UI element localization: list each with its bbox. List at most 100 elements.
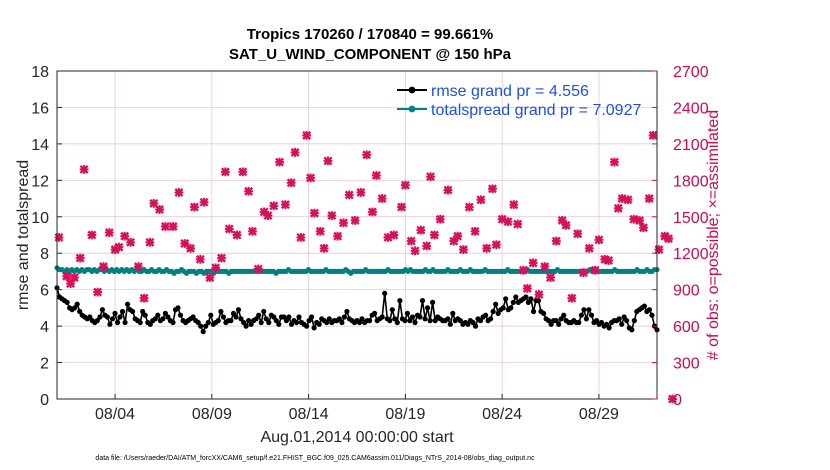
obs-assimilated-marker [470,226,480,236]
rmse-point [208,312,214,318]
rmse-point [359,316,365,322]
rmse-point [246,318,252,324]
rmse-point [407,318,413,324]
rmse-point [619,321,625,327]
obs-assimilated-marker [145,237,155,247]
obs-assimilated-marker [435,214,445,224]
obs-assimilated-marker [253,264,263,274]
rmse-point [581,307,587,313]
rmse-point [402,318,408,324]
rmse-point [74,301,80,307]
rmse-point [117,314,123,320]
obs-assimilated-marker [280,200,290,210]
x-axis: 08/04 08/09 08/14 08/19 08/24 08/29 [95,394,619,423]
rmse-point [109,316,116,322]
rmse-point [541,310,547,316]
obs-assimilated-marker [443,185,453,195]
rmse-point [457,318,463,324]
rmse-point [404,310,410,316]
obs-assimilated-marker [344,190,354,200]
rmse-point [578,312,585,318]
obs-assimilated-marker [139,293,149,303]
obs-assimilated-marker [579,268,588,278]
rmse-point [641,303,648,309]
rmse-point [417,314,423,320]
obs-assimilated-marker [459,245,468,255]
rmse-point [263,316,269,322]
rmse-point [170,319,176,326]
rmse-point [175,305,181,311]
obs-assimilated-marker [464,202,474,212]
obs-assimilated-marker [604,256,614,265]
rmse-point [530,308,537,315]
x-tick-label: 08/29 [579,406,619,423]
right-tick-label: 2400 [673,100,709,117]
left-tick-label: 12 [31,173,49,190]
rmse-point [72,305,78,311]
rmse-point [465,321,471,327]
obs-assimilated-marker [664,234,674,244]
rmse-point [561,312,567,318]
obs-assimilated-marker [573,229,583,239]
obs-assimilated-marker [133,262,143,272]
rmse-point [293,319,300,326]
rmse-point [447,321,453,327]
obs-assimilated-marker [69,273,79,282]
rmse-point [256,312,262,318]
obs-assimilated-marker [217,253,226,263]
rmse-point [112,310,118,316]
y-axis-left-label: rmse and totalspread [15,160,32,310]
rmse-point [304,323,310,329]
obs-assimilated-marker [160,222,170,231]
left-tick-label: 16 [31,100,49,117]
obs-assimilated-marker [426,172,435,182]
rmse-point [64,299,70,305]
obs-assimilated-marker [232,230,242,240]
obs-assimilated-marker [416,225,426,235]
rmse-point [94,318,100,324]
rmse-point [339,319,345,326]
x-tick-label: 08/19 [385,406,425,423]
rmse-point [392,316,398,322]
rmse-point [122,319,128,326]
rmse-point [228,318,234,324]
plot-frame [56,70,658,400]
obs-assimilated-marker [513,219,523,229]
obs-assimilated-marker [315,226,325,236]
obs-assimilated-marker [79,164,89,174]
rmse-point [77,308,83,315]
rmse-point [631,318,637,324]
chart-title-line-2: SAT_U_WIND_COMPONENT @ 150 hPa [229,46,512,63]
obs-assimilated-marker [503,217,513,227]
rmse-point [483,312,489,318]
rmse-point [326,316,332,322]
legend-totalspread-label: totalspread grand pr = 7.0927 [431,102,641,119]
obs-assimilated-marker [114,242,124,252]
right-tick-label: 1500 [673,210,709,227]
obs-assimilated-marker [306,173,315,183]
rmse-point [119,308,126,315]
rmse-point [425,305,431,311]
obs-assimilated-marker [567,293,577,303]
rmse-point [409,314,416,320]
rmse-point [356,319,363,326]
left-tick-label: 14 [31,137,49,154]
obs-assimilated-marker [644,194,654,204]
rmse-point [367,318,373,324]
rmse-point [160,316,166,322]
rmse-point [238,316,244,322]
rmse-point [273,318,279,324]
obs-assimilated-marker [186,243,195,253]
obs-assimilated-marker [482,243,492,253]
rmse-point [427,318,433,324]
rmse-point [397,298,403,304]
rmse-point [586,307,592,313]
obs-assimilated-marker [220,167,230,177]
rmse-point [99,307,105,313]
rmse-point [276,321,282,327]
obs-assimilated-marker [406,236,416,246]
obs-assimilated-marker [199,197,209,207]
right-axis: 0 300 600 900 1200 1500 1800 2100 2400 2700 [652,64,709,409]
rmse-point [125,301,131,307]
